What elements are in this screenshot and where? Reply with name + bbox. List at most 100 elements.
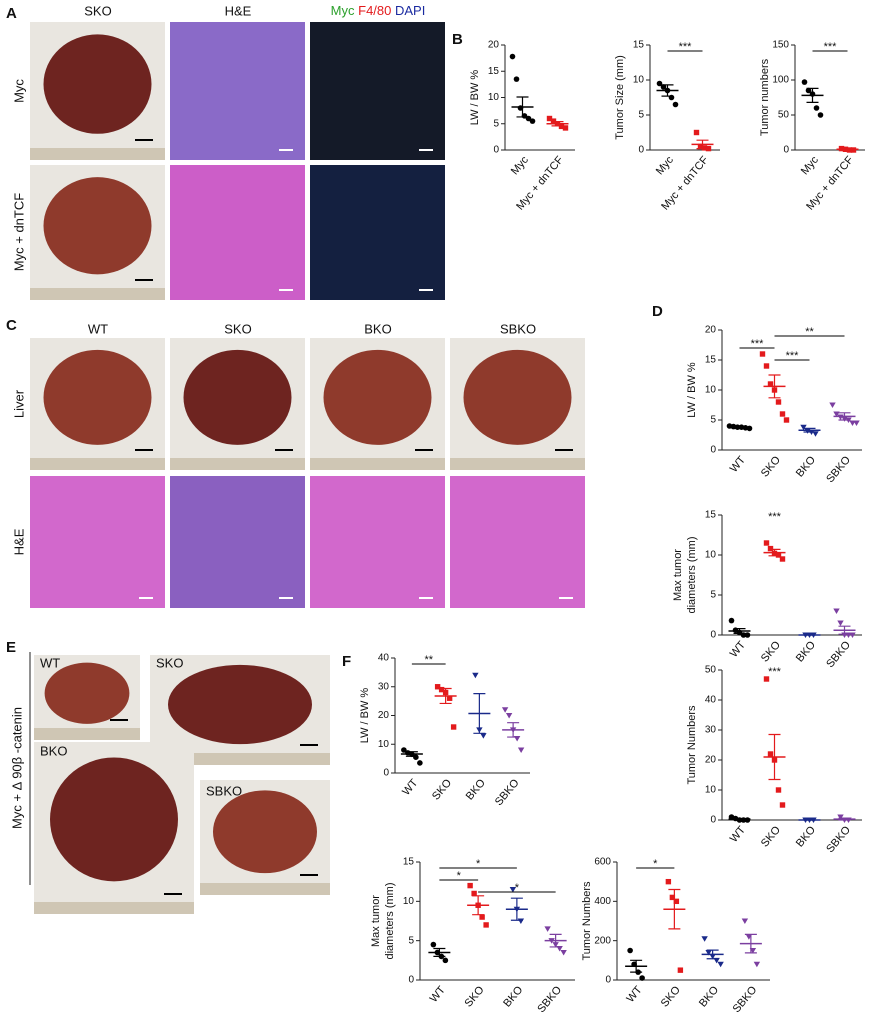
liver bbox=[43, 177, 152, 275]
ruler bbox=[30, 288, 165, 300]
data-point bbox=[560, 949, 567, 956]
x-tick-label: SBKO bbox=[824, 824, 853, 855]
y-tick-label: 50 bbox=[705, 665, 717, 676]
significance-label: * bbox=[476, 858, 481, 870]
data-point bbox=[763, 676, 770, 682]
data-point bbox=[660, 84, 667, 90]
data-point bbox=[483, 922, 489, 928]
error-bar bbox=[439, 687, 452, 705]
y-tick-label: 0 bbox=[408, 975, 414, 986]
x-tick-label: Myc bbox=[799, 154, 821, 178]
y-tick-label: 20 bbox=[705, 755, 717, 766]
data-point bbox=[779, 411, 786, 417]
x-tick-label: SKO bbox=[463, 984, 487, 1010]
photo-label: SKO bbox=[156, 655, 183, 670]
y-axis-label: LW / BW % bbox=[469, 70, 481, 126]
data-point bbox=[775, 787, 782, 793]
y-tick-label: 30 bbox=[705, 725, 717, 736]
liver bbox=[463, 349, 572, 445]
significance-label: * bbox=[457, 870, 462, 882]
error-bar bbox=[838, 625, 851, 635]
data-point bbox=[479, 914, 485, 920]
y-tick-label: 15 bbox=[705, 355, 717, 366]
error-bar bbox=[803, 427, 816, 433]
data-point bbox=[767, 751, 774, 757]
liver bbox=[50, 757, 178, 882]
error-bar bbox=[516, 96, 529, 118]
y-tick-label: 20 bbox=[705, 325, 717, 336]
liver bbox=[213, 790, 317, 874]
x-tick-label: WT bbox=[624, 984, 644, 1005]
column-header: WT bbox=[88, 321, 108, 336]
column-header: SBKO bbox=[500, 321, 536, 336]
y-axis-label: Max tumor bbox=[370, 895, 382, 947]
y-tick-label: 15 bbox=[633, 40, 645, 51]
data-point bbox=[665, 878, 672, 885]
panel-label: B bbox=[452, 31, 463, 48]
data-point bbox=[728, 617, 735, 624]
x-tick-label: BKO bbox=[464, 777, 488, 803]
data-point bbox=[829, 402, 836, 408]
column-header: SKO bbox=[84, 3, 111, 18]
y-tick-label: 400 bbox=[594, 896, 611, 907]
x-tick-label: SKO bbox=[430, 777, 454, 803]
y-axis-label: LW / BW % bbox=[359, 688, 371, 744]
y-tick-label: 10 bbox=[403, 896, 415, 907]
y-tick-label: 600 bbox=[594, 857, 611, 868]
data-point bbox=[509, 887, 517, 893]
error-bar bbox=[668, 888, 681, 930]
significance-label: *** bbox=[751, 338, 765, 350]
x-tick-label: WT bbox=[728, 639, 748, 660]
data-point bbox=[480, 733, 487, 739]
y-axis-label: Tumor Size (mm) bbox=[614, 55, 626, 140]
data-point bbox=[656, 80, 663, 87]
data-point bbox=[833, 411, 840, 417]
y-tick-label: 15 bbox=[488, 66, 500, 77]
ruler bbox=[310, 458, 445, 470]
error-bar bbox=[473, 693, 486, 734]
data-point bbox=[446, 695, 453, 701]
ruler bbox=[170, 458, 305, 470]
data-point bbox=[627, 947, 633, 954]
row-label: Myc bbox=[11, 79, 26, 103]
y-tick-label: 0 bbox=[638, 145, 644, 156]
stain: DAPI bbox=[395, 3, 425, 18]
significance-label: *** bbox=[768, 666, 782, 678]
significance-label: ** bbox=[805, 326, 814, 338]
data-point bbox=[701, 145, 708, 151]
error-bar bbox=[768, 374, 781, 399]
x-tick-label: BKO bbox=[697, 984, 721, 1010]
y-tick-label: 100 bbox=[772, 75, 789, 86]
data-point bbox=[849, 420, 856, 426]
data-point bbox=[693, 129, 700, 136]
data-point bbox=[813, 105, 820, 111]
x-tick-label: BKO bbox=[794, 639, 818, 665]
data-point bbox=[417, 760, 423, 766]
liver bbox=[323, 349, 432, 445]
x-tick-label: SBKO bbox=[731, 984, 760, 1015]
ruler bbox=[34, 902, 194, 914]
data-point bbox=[501, 707, 509, 713]
data-point bbox=[746, 425, 753, 432]
data-point bbox=[529, 118, 536, 124]
ruler bbox=[450, 458, 585, 470]
data-point bbox=[471, 890, 477, 897]
y-tick-label: 0 bbox=[710, 630, 716, 641]
y-axis-label: Tumor Numbers bbox=[581, 881, 593, 961]
y-tick-label: 0 bbox=[710, 815, 716, 826]
significance-label: *** bbox=[768, 511, 782, 523]
y-tick-label: 10 bbox=[378, 739, 390, 750]
histology bbox=[170, 22, 305, 160]
column-header: BKO bbox=[364, 321, 391, 336]
y-tick-label: 5 bbox=[493, 118, 499, 129]
y-axis-label: diameters (mm) bbox=[384, 882, 396, 959]
error-bar bbox=[768, 733, 781, 781]
ruler bbox=[150, 753, 330, 765]
stain: F4/80 bbox=[358, 3, 391, 18]
data-point bbox=[775, 552, 782, 558]
row-label: Myc + dnTCF bbox=[11, 193, 26, 271]
error-bar bbox=[838, 412, 851, 421]
side-label: Myc + Δ 90β -catenin bbox=[9, 707, 24, 829]
x-tick-label: SBKO bbox=[824, 454, 853, 485]
error-bar bbox=[806, 87, 819, 103]
